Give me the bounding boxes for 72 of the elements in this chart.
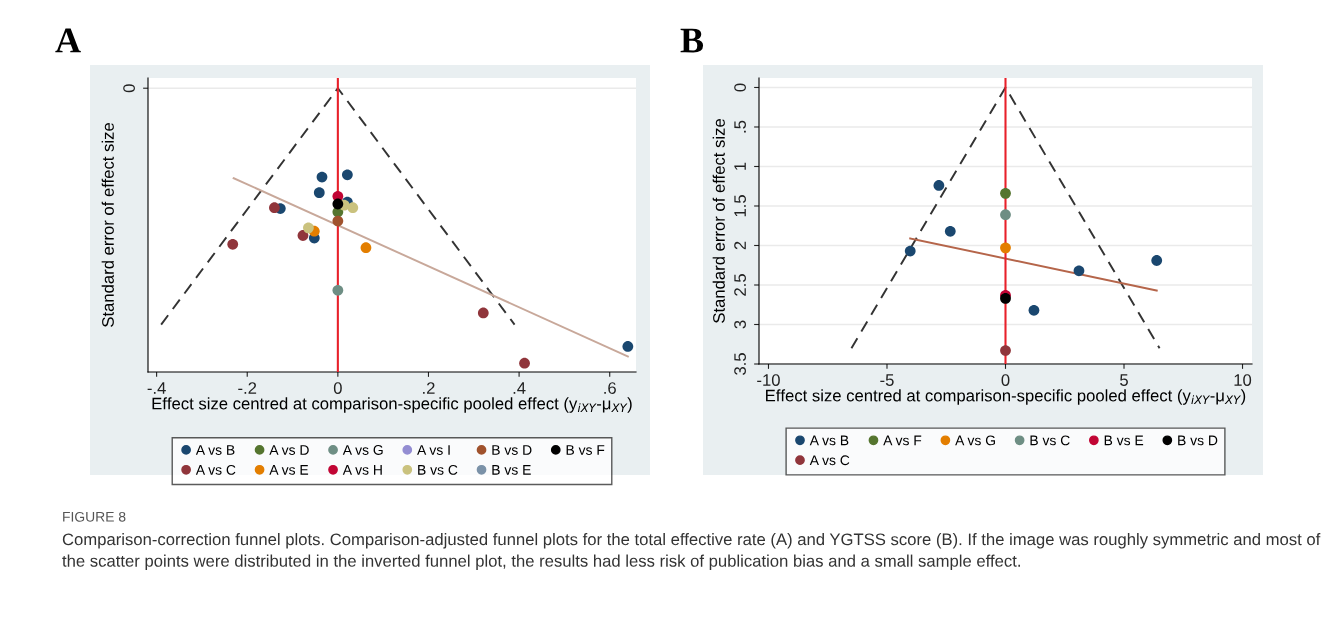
point: [303, 222, 314, 234]
x-tick-label: .4: [513, 382, 526, 394]
point: [297, 230, 309, 241]
legend-label: B vs D: [492, 445, 532, 455]
legend-label: A vs G: [955, 435, 995, 446]
legend-label: A vs B: [809, 435, 849, 446]
point: [360, 242, 372, 254]
chart-title: B: [680, 28, 704, 53]
point: [1028, 304, 1040, 316]
point: [313, 187, 325, 199]
point: [1000, 209, 1011, 221]
y-tick-label: 3.5: [734, 353, 746, 375]
x-tick-label: 10: [1234, 374, 1252, 386]
text: Comparison-correction funnel plots. Comparison-adjusted funnel plots for the total effective rate (A) and YGTSS score (B). If the image was roughly symmetric and most of the scatter points were distributed in the inverted funnel plot, the results had less risk of publication bias and a small sample effect.: [62, 533, 1321, 571]
y-tick-label: 1: [734, 162, 746, 170]
x-tick-label: -.2: [238, 382, 257, 394]
point: [347, 202, 359, 214]
legend-label: B vs C: [418, 464, 458, 475]
x-tick-label: -10: [757, 374, 780, 386]
x-tick-label: 0: [1001, 374, 1010, 386]
legend-label: B vs E: [1104, 435, 1144, 446]
legend-label: A vs G: [342, 445, 383, 455]
y-tick-label: 3: [734, 320, 746, 329]
y-tick-label: 2: [734, 241, 746, 250]
x-tick-label: -.4: [147, 382, 166, 394]
legend-label: A vs B: [195, 445, 235, 455]
point: [944, 225, 956, 237]
point: [1000, 345, 1011, 356]
point: [332, 284, 344, 296]
point: [519, 357, 530, 369]
point: [332, 215, 344, 227]
chart-title: A: [55, 28, 81, 53]
point: [933, 180, 945, 191]
caption: FIGURE 8: [63, 511, 126, 522]
y-tick-label: .5: [734, 120, 746, 133]
legend-label: A vs C: [195, 464, 236, 475]
legend-label: B vs E: [492, 465, 531, 475]
point: [341, 169, 353, 181]
legend-label: B vs C: [1030, 435, 1070, 446]
legend-label: B vs D: [1178, 435, 1218, 446]
x-axis-title: Effect size centred at comparison-specific pooled effect (y$_{iXY}$-μ$_{XY}$): [766, 389, 1246, 405]
text: 0: [123, 84, 135, 93]
point: [1073, 265, 1085, 277]
legend-label: B vs F: [566, 445, 605, 455]
legend-label: A vs E: [269, 465, 309, 475]
x-tick-label: 0: [333, 382, 342, 394]
point: [622, 341, 634, 352]
legend-label: A vs D: [269, 445, 309, 455]
legend-label: A vs I: [417, 445, 450, 455]
point: [269, 202, 280, 214]
point: [227, 238, 239, 250]
y-tick-label: 2.5: [734, 274, 746, 296]
point: [316, 171, 328, 183]
x-tick-label: .2: [423, 382, 435, 394]
point: [1000, 242, 1011, 254]
point: [332, 198, 344, 210]
point: [1151, 255, 1163, 266]
y-tick-label: 1.5: [734, 195, 746, 217]
point: [1000, 293, 1011, 304]
x-axis-title: Effect size centred at comparison-specific pooled effect (y$_{iXY}$-μ$_{XY}$): [152, 397, 632, 413]
point: [904, 245, 916, 257]
legend-label: A vs F: [883, 435, 922, 446]
legend-label: A vs H: [342, 465, 382, 475]
y-axis-title: Standard error of effect size: [712, 119, 725, 323]
legend-label: A vs C: [809, 455, 850, 466]
point: [1000, 187, 1011, 199]
x-tick-label: .6: [604, 382, 616, 394]
point: [477, 307, 489, 319]
x-tick-label: 5: [1120, 374, 1128, 386]
y-axis-title: Standard error of effect size: [101, 123, 114, 327]
x-tick-label: -5: [880, 374, 894, 386]
y-tick-label: 0: [734, 83, 746, 92]
